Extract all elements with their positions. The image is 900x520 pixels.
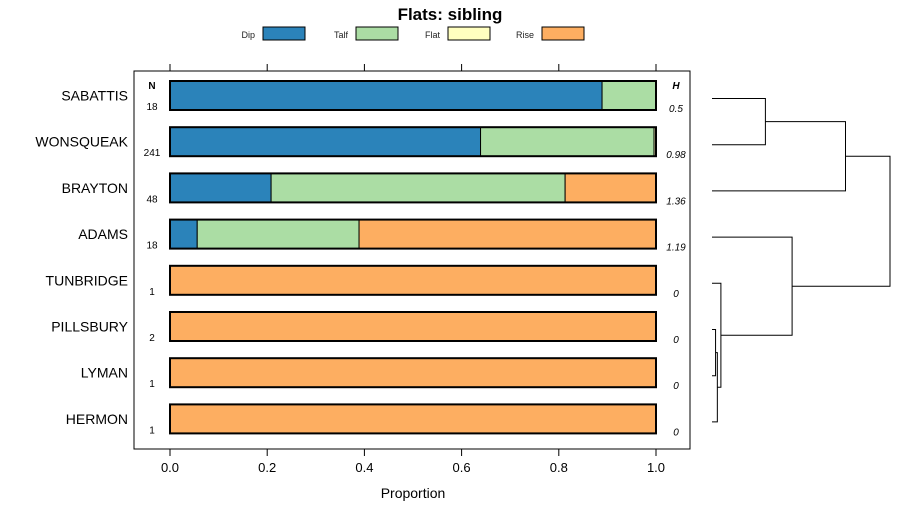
bar-segment-hermon-rise — [169, 403, 657, 434]
bar-outline-adams — [169, 218, 657, 250]
h-value-sabattis: 0.5 — [669, 104, 683, 115]
category-label-wonsqueak: WONSQUEAK — [35, 134, 128, 150]
category-label-pillsbury: PILLSBURY — [51, 319, 128, 335]
bar-outline-lyman — [169, 357, 657, 389]
n-value-hermon: 1 — [149, 425, 155, 436]
dendrogram-link-3 — [712, 98, 766, 146]
bar-outline-wonsqueak — [169, 126, 657, 158]
x-tick-label-2: 0.4 — [355, 460, 373, 475]
h-value-wonsqueak: 0.98 — [666, 150, 686, 161]
bar-segment-adams-talf — [196, 219, 360, 250]
bar-segment-sabattis-talf — [601, 80, 657, 111]
legend-swatch-talf — [355, 26, 399, 41]
bar-segment-brayton-rise — [564, 172, 657, 203]
x-axis-title: Proportion — [381, 485, 446, 501]
dendrogram-link-4 — [712, 236, 793, 336]
bar-outline-tunbridge — [169, 264, 657, 296]
x-tick-label-1: 0.2 — [258, 460, 276, 475]
x-tick-label-0: 0.0 — [161, 460, 179, 475]
bar-segment-wonsqueak-dip — [169, 126, 482, 157]
legend-label-talf: Talf — [334, 30, 349, 40]
h-value-pillsbury: 0 — [673, 335, 679, 346]
category-label-adams: ADAMS — [78, 226, 128, 242]
n-header: N — [148, 81, 155, 92]
dendrogram — [712, 98, 891, 423]
category-label-lyman: LYMAN — [81, 365, 128, 381]
x-axis: 0.0 0.2 0.4 0.6 0.8 1.0 — [161, 64, 665, 475]
bar-segment-sabattis-dip — [169, 80, 603, 111]
h-value-hermon: 0 — [673, 427, 679, 438]
bar-outline-hermon — [169, 403, 657, 435]
h-value-lyman: 0 — [673, 381, 679, 392]
bar-rows: SABATTIS 18 0.5 WONSQUEAK 241 0.98 BRAYTON 48 1.… — [35, 80, 686, 438]
n-value-lyman: 1 — [149, 379, 155, 390]
h-value-brayton: 1.36 — [666, 196, 686, 207]
legend-label-flat: Flat — [425, 30, 441, 40]
legend-swatch-flat — [447, 26, 491, 41]
bar-outline-brayton — [169, 172, 657, 204]
n-value-sabattis: 18 — [146, 102, 158, 113]
bar-segment-brayton-talf — [270, 172, 566, 203]
category-label-sabattis: SABATTIS — [61, 88, 128, 104]
bar-segment-pillsbury-rise — [169, 311, 657, 342]
dendrogram-link-5 — [712, 121, 846, 192]
category-label-hermon: HERMON — [66, 411, 128, 427]
bar-segment-tunbridge-rise — [169, 265, 657, 296]
chart-title: Flats: sibling — [398, 5, 503, 24]
h-value-adams: 1.19 — [666, 243, 686, 254]
dendrogram-link-0 — [712, 329, 717, 377]
dendrogram-link-6 — [792, 155, 891, 287]
legend-label-rise: Rise — [516, 30, 534, 40]
legend-swatch-rise — [541, 26, 585, 41]
h-header: H — [672, 81, 680, 92]
category-label-tunbridge: TUNBRIDGE — [46, 272, 128, 288]
plot-frame — [133, 70, 691, 450]
category-label-brayton: BRAYTON — [62, 180, 128, 196]
x-tick-label-5: 1.0 — [647, 460, 665, 475]
bar-segment-wonsqueak-talf — [480, 126, 655, 157]
bar-segment-lyman-rise — [169, 357, 657, 388]
dendrogram-link-2 — [712, 282, 722, 388]
bar-outline-sabattis — [169, 80, 657, 111]
dendrogram-link-1 — [712, 352, 718, 423]
n-value-tunbridge: 1 — [149, 287, 155, 298]
h-value-tunbridge: 0 — [673, 289, 679, 300]
bar-segment-adams-dip — [169, 219, 198, 250]
n-value-pillsbury: 2 — [149, 333, 155, 344]
legend-swatch-dip — [262, 26, 306, 41]
bar-segment-brayton-dip — [169, 172, 272, 203]
legend-label-dip: Dip — [241, 30, 255, 40]
legend: Dip Talf Flat Rise — [241, 26, 585, 41]
bar-segment-adams-rise — [358, 219, 657, 250]
x-tick-label-4: 0.8 — [550, 460, 568, 475]
n-value-wonsqueak: 241 — [144, 148, 161, 159]
bar-outline-pillsbury — [169, 311, 657, 342]
n-value-adams: 18 — [146, 241, 158, 252]
x-tick-label-3: 0.6 — [453, 460, 471, 475]
n-value-brayton: 48 — [146, 194, 158, 205]
